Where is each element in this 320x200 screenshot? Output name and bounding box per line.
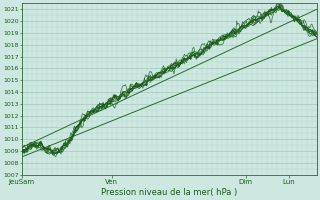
X-axis label: Pression niveau de la mer( hPa ): Pression niveau de la mer( hPa )	[101, 188, 237, 197]
